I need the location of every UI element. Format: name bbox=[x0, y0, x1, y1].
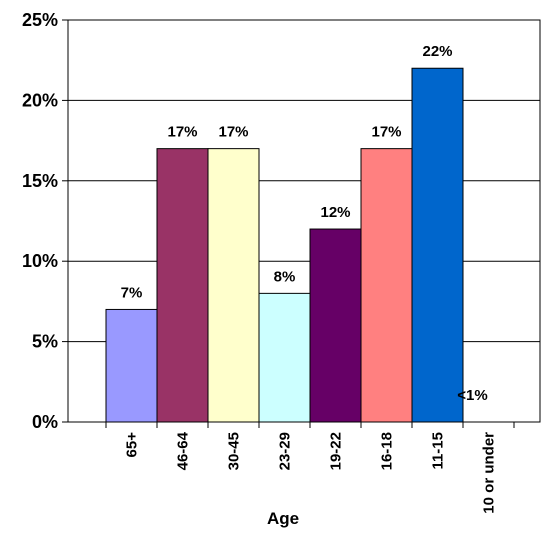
x-tick-label: 46-64 bbox=[175, 431, 192, 470]
y-tick-label: 25% bbox=[22, 10, 58, 30]
data-label: <1% bbox=[457, 387, 487, 404]
data-label: 17% bbox=[218, 124, 248, 141]
y-tick-label: 10% bbox=[22, 251, 58, 271]
data-label: 22% bbox=[422, 43, 452, 60]
data-label: 17% bbox=[371, 124, 401, 141]
bar-23-29 bbox=[259, 293, 310, 422]
bar-30-45 bbox=[208, 149, 259, 422]
data-label: 17% bbox=[167, 124, 197, 141]
data-label: 12% bbox=[320, 204, 350, 221]
bar-16-18 bbox=[361, 149, 412, 422]
x-tick-label: 23-29 bbox=[277, 432, 294, 470]
y-tick-label: 5% bbox=[32, 332, 58, 352]
bar-46-64 bbox=[157, 149, 208, 422]
y-tick-label: 20% bbox=[22, 90, 58, 110]
data-label: 7% bbox=[121, 284, 143, 301]
bar-19-22 bbox=[310, 229, 361, 422]
bars bbox=[106, 68, 463, 422]
x-tick-label: 16-18 bbox=[379, 432, 396, 470]
x-tick-label: 30-45 bbox=[226, 432, 243, 470]
y-tick-label: 15% bbox=[22, 171, 58, 191]
x-tick-label: 11-15 bbox=[430, 432, 447, 470]
x-tick-label: 65+ bbox=[124, 432, 141, 458]
x-axis-title: Age bbox=[267, 509, 299, 528]
y-tick-label: 0% bbox=[32, 412, 58, 432]
bar-11-15 bbox=[412, 68, 463, 422]
data-label: 8% bbox=[274, 268, 296, 285]
bar-65plus bbox=[106, 309, 157, 422]
x-tick-label: 19-22 bbox=[328, 432, 345, 470]
x-tick-label: 10 or under bbox=[481, 432, 498, 514]
